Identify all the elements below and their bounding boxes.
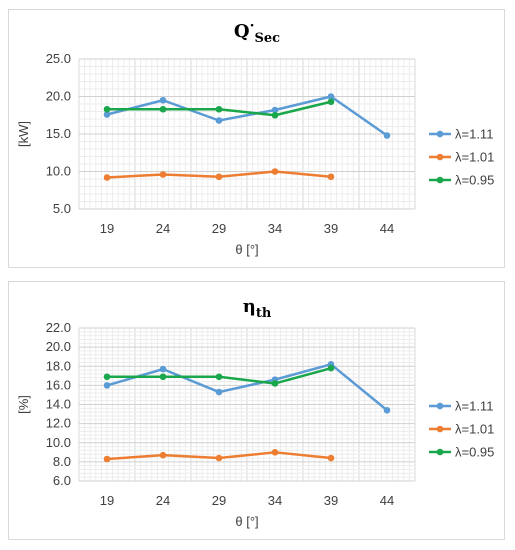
x-tick-label: 44 [380, 493, 394, 508]
data-point [159, 373, 167, 381]
legend-label: λ=1.11 [455, 127, 493, 142]
data-point [215, 105, 223, 113]
data-point [159, 96, 167, 104]
legend-marker [436, 402, 444, 410]
y-axis-title: [kW] [16, 121, 31, 147]
x-tick-label: 24 [156, 221, 170, 236]
x-tick-label: 19 [100, 221, 114, 236]
data-point [103, 111, 111, 118]
data-point [159, 451, 167, 459]
x-axis-title: θ [°] [235, 514, 258, 529]
legend-marker [436, 153, 444, 161]
x-tick-label: 29 [212, 221, 226, 236]
data-point [159, 105, 167, 113]
data-point [271, 111, 279, 119]
legend-marker [436, 448, 444, 456]
data-point [215, 117, 223, 124]
y-tick-label: 12.0 [46, 416, 71, 431]
legend-label: λ=0.95 [455, 445, 494, 460]
chart-thermal-efficiency: ηth 6.0 8.0 10.0 12.0 14.0 16.0 18.0 20.0 22.0 19 2… [16, 296, 494, 529]
data-point [327, 364, 335, 372]
data-point [215, 373, 223, 381]
data-point [327, 93, 335, 100]
y-tick-label: 20.0 [46, 339, 71, 354]
x-tick-label: 39 [324, 493, 338, 508]
data-point [215, 454, 223, 462]
y-tick-label: 18.0 [46, 358, 71, 373]
series-line-1 [106, 363, 388, 412]
data-point [271, 449, 279, 456]
legend-label: λ=1.01 [455, 422, 494, 437]
data-point [215, 388, 223, 396]
y-tick-label: 14.0 [46, 397, 71, 412]
legend-item-1: λ=1.11 [429, 127, 493, 142]
data-point [327, 454, 335, 462]
data-point [383, 406, 391, 414]
data-point [103, 373, 111, 381]
y-tick-label: 22.0 [46, 320, 71, 335]
data-point [103, 174, 111, 181]
x-tick-label: 39 [324, 221, 338, 236]
data-point [271, 168, 279, 175]
chart-panel-thermal-efficiency: ηth 6.0 8.0 10.0 12.0 14.0 16.0 18.0 20.0 22.0 19 2… [8, 281, 505, 540]
data-point [215, 173, 223, 181]
y-tick-label: 25.0 [46, 51, 71, 66]
legend-item-2: λ=1.01 [429, 150, 494, 165]
data-point [271, 380, 279, 387]
data-point [327, 98, 335, 106]
chart-title-subscript: Sec [254, 31, 280, 46]
legend-marker [436, 130, 444, 138]
y-tick-label: 10.0 [46, 164, 71, 179]
legend-label: λ=0.95 [455, 173, 494, 188]
legend-label: λ=1.01 [455, 150, 494, 165]
y-tick-label: 10.0 [46, 435, 71, 450]
legend-marker [436, 176, 444, 184]
data-point [327, 173, 335, 181]
chart-title: ηth [243, 296, 272, 321]
y-tick-label: 16.0 [46, 377, 71, 392]
x-tick-label: 19 [100, 493, 114, 508]
legend-item-3: λ=0.95 [429, 173, 494, 188]
series-line-1 [106, 95, 388, 137]
x-tick-label: 34 [268, 493, 282, 508]
data-point [103, 455, 111, 463]
chart-title-main: Q [234, 21, 250, 42]
y-axis-title: [%] [16, 395, 31, 414]
chart-panel-heat-recovered: Q·Sec 5.0 10.0 15.0 20.0 25.0 19 24 29 34 39 44 θ [°… [8, 9, 505, 268]
legend-label: λ=1.11 [455, 399, 493, 414]
x-tick-label: 44 [380, 221, 394, 236]
legend-item-3: λ=0.95 [429, 445, 494, 460]
legend-item-1: λ=1.11 [429, 399, 493, 414]
data-point [159, 365, 167, 373]
x-axis-title: θ [°] [235, 242, 258, 257]
y-tick-label: 15.0 [46, 126, 71, 141]
x-tick-label: 34 [268, 221, 282, 236]
chart-title-superscript: · [250, 18, 255, 34]
data-point [159, 171, 167, 178]
y-tick-label: 20.0 [46, 89, 71, 104]
y-tick-label: 8.0 [53, 454, 71, 469]
y-tick-label: 5.0 [53, 201, 71, 216]
x-tick-label: 24 [156, 493, 170, 508]
data-point [103, 382, 111, 389]
chart-title-main: η [243, 296, 256, 317]
legend-marker [436, 425, 444, 433]
y-tick-label: 6.0 [53, 473, 71, 488]
data-point [271, 106, 279, 114]
chart-heat-recovered: Q·Sec 5.0 10.0 15.0 20.0 25.0 19 24 29 34 39 44 θ [°… [16, 18, 494, 257]
chart-title: Q·Sec [234, 18, 280, 46]
legend-item-2: λ=1.01 [429, 422, 494, 437]
data-point [383, 132, 391, 139]
chart-title-subscript: th [256, 306, 272, 321]
data-point [103, 105, 111, 113]
x-tick-label: 29 [212, 493, 226, 508]
